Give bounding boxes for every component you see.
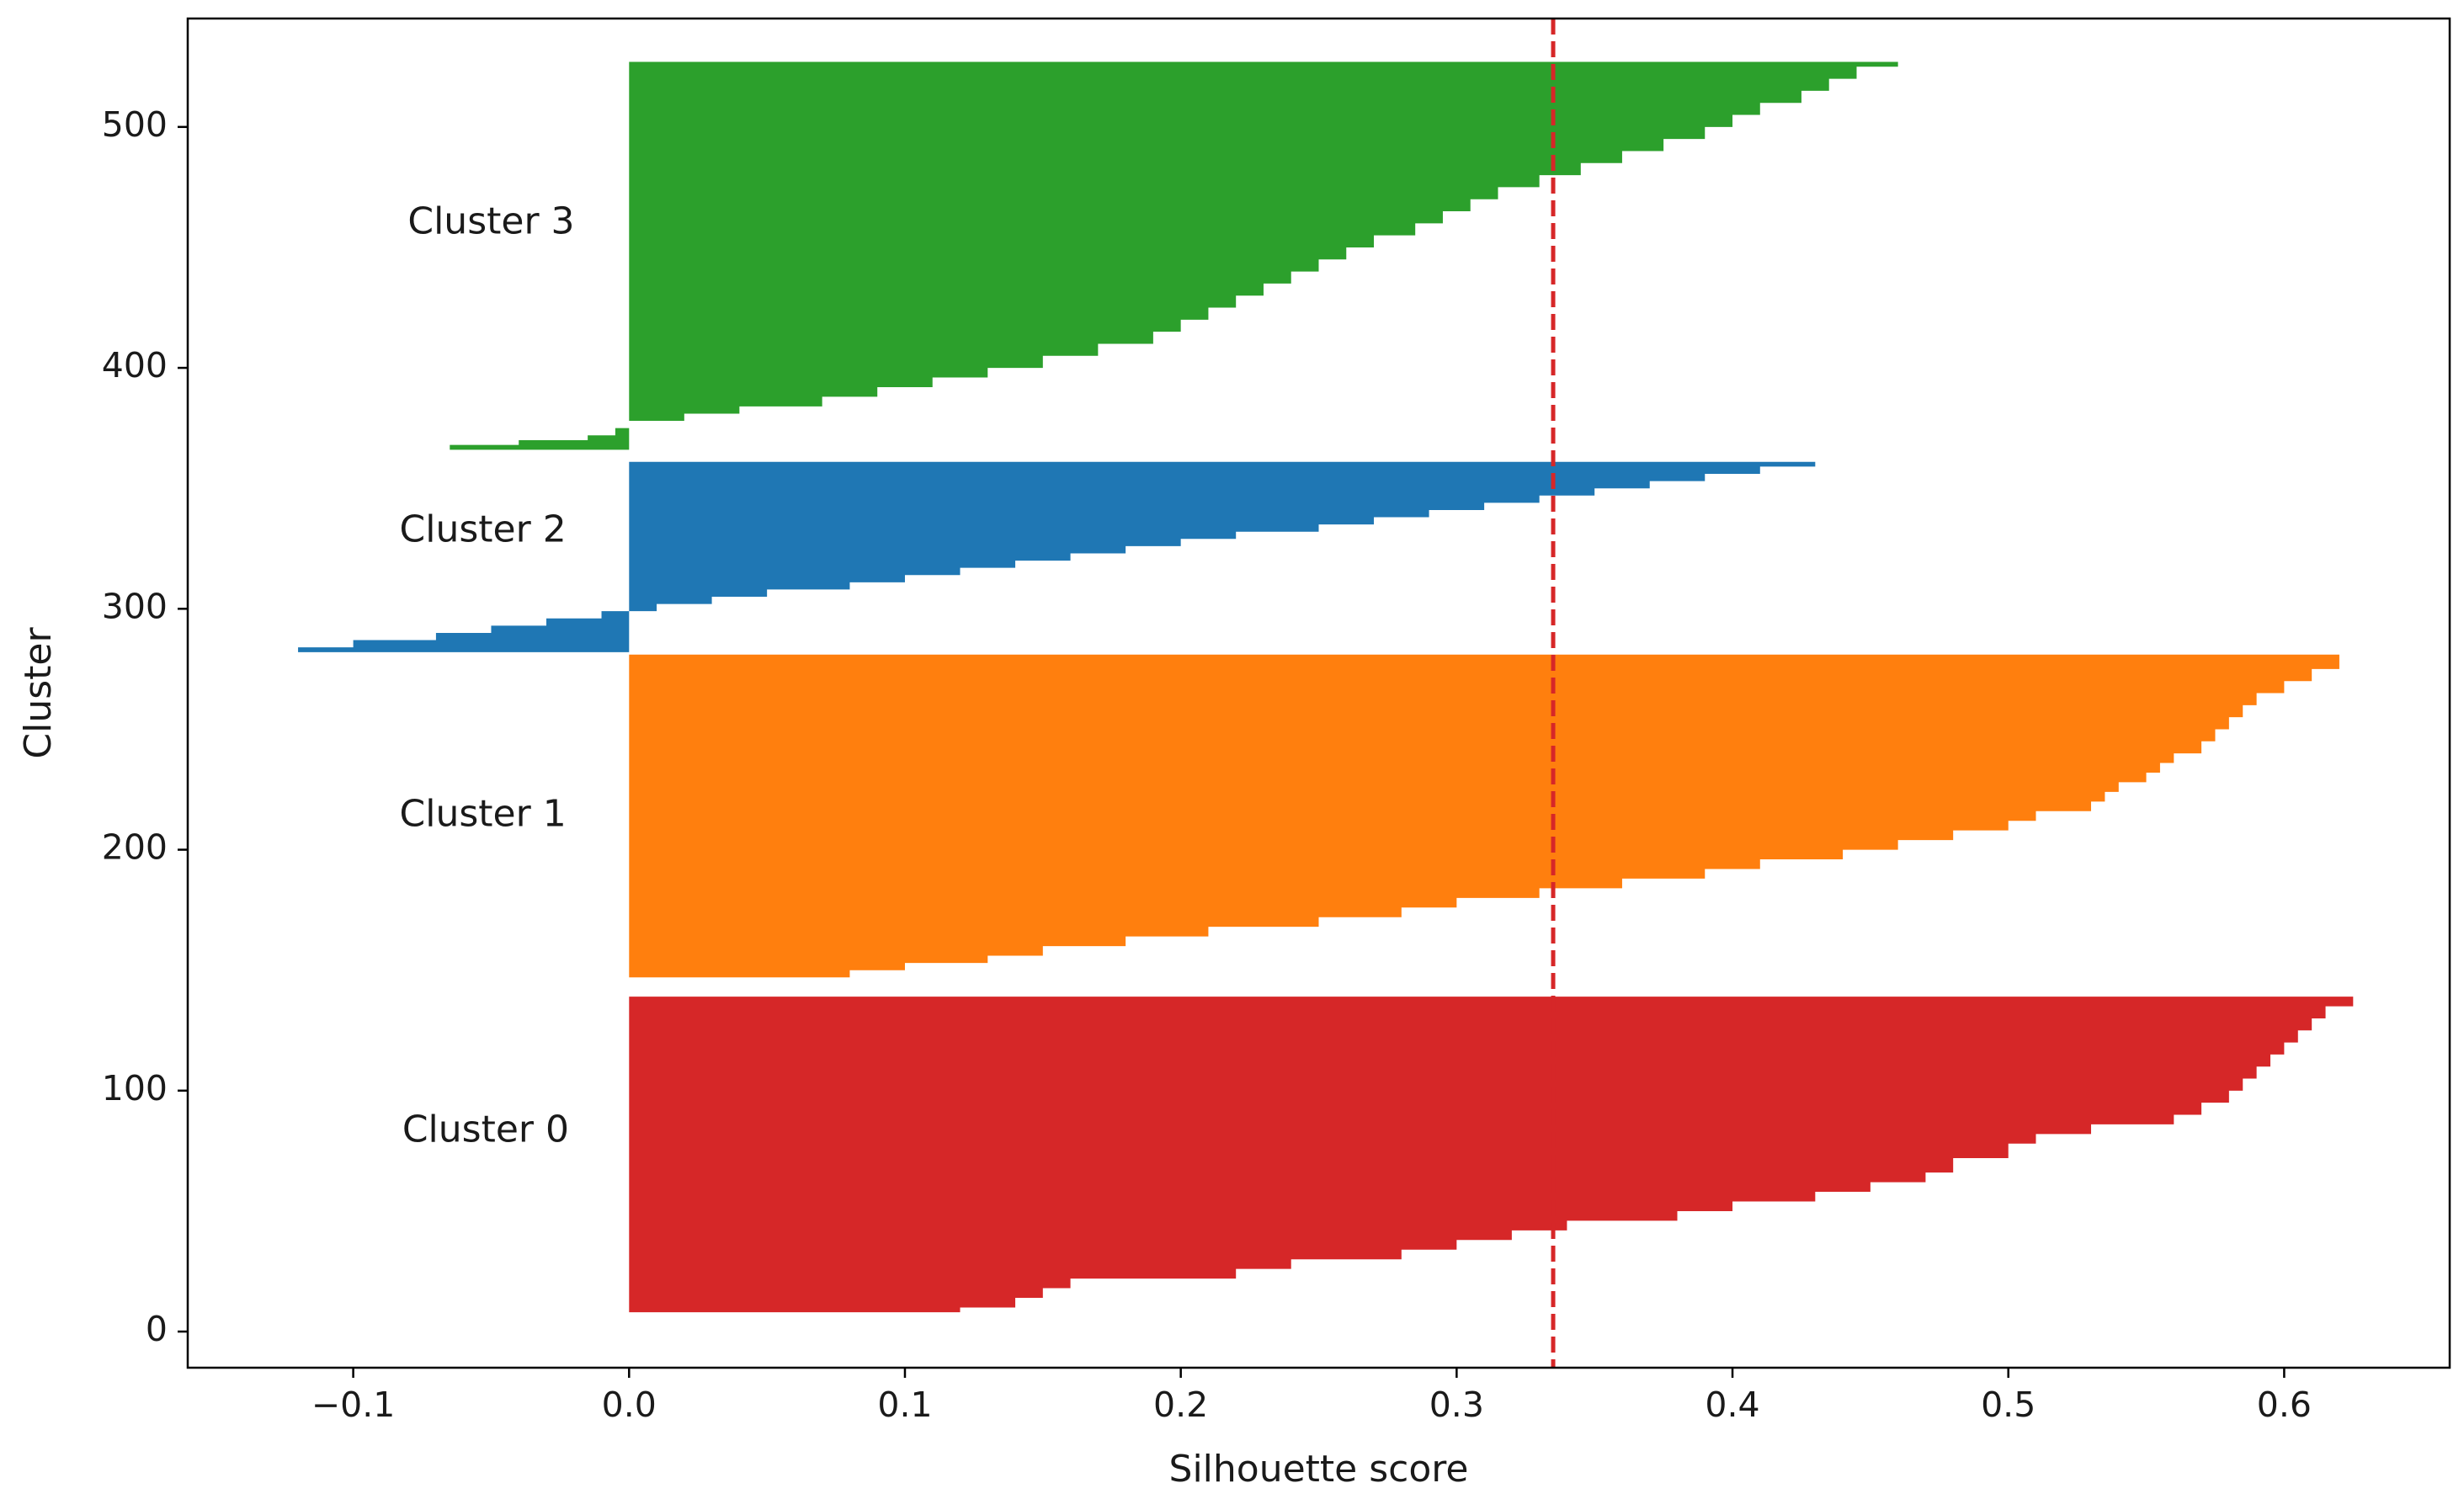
x-tick-label: 0.1 (877, 1385, 932, 1425)
cluster-3-label: Cluster 3 (407, 199, 574, 242)
y-tick-label: 400 (102, 345, 168, 385)
x-axis-ticks: −0.1 0.0 0.1 0.2 0.3 0.4 0.5 0.6 (311, 1368, 2312, 1425)
cluster-3-silhouette (450, 61, 1926, 450)
x-tick-label: 0.0 (602, 1385, 657, 1425)
y-tick-label: 0 (146, 1309, 168, 1349)
axes-frame (186, 17, 2451, 1369)
cluster-2-silhouette (298, 461, 1857, 652)
x-tick-label: 0.5 (1981, 1385, 2036, 1425)
cluster-0-silhouette (629, 997, 2367, 1313)
x-axis-title: Silhouette score (1169, 1448, 1469, 1491)
cluster-2-label: Cluster 2 (400, 508, 567, 551)
y-axis-ticks: 0 100 200 300 400 500 (102, 104, 188, 1349)
cluster-1-label: Cluster 1 (400, 792, 567, 835)
cluster-labels: Cluster 0 Cluster 1 Cluster 2 Cluster 3 (400, 199, 575, 1151)
y-tick-label: 100 (102, 1068, 168, 1108)
x-tick-label: 0.2 (1153, 1385, 1208, 1425)
y-tick-label: 300 (102, 586, 168, 626)
x-tick-label: 0.4 (1705, 1385, 1759, 1425)
y-tick-label: 500 (102, 104, 168, 145)
cluster-1-silhouette (629, 654, 2367, 978)
y-axis-title: Cluster (17, 627, 60, 759)
cluster-bars (298, 61, 2367, 1313)
cluster-0-label: Cluster 0 (402, 1108, 569, 1151)
x-tick-label: 0.3 (1429, 1385, 1484, 1425)
y-tick-label: 200 (102, 827, 168, 868)
x-tick-label: 0.6 (2257, 1385, 2312, 1425)
x-tick-label: −0.1 (311, 1385, 396, 1425)
